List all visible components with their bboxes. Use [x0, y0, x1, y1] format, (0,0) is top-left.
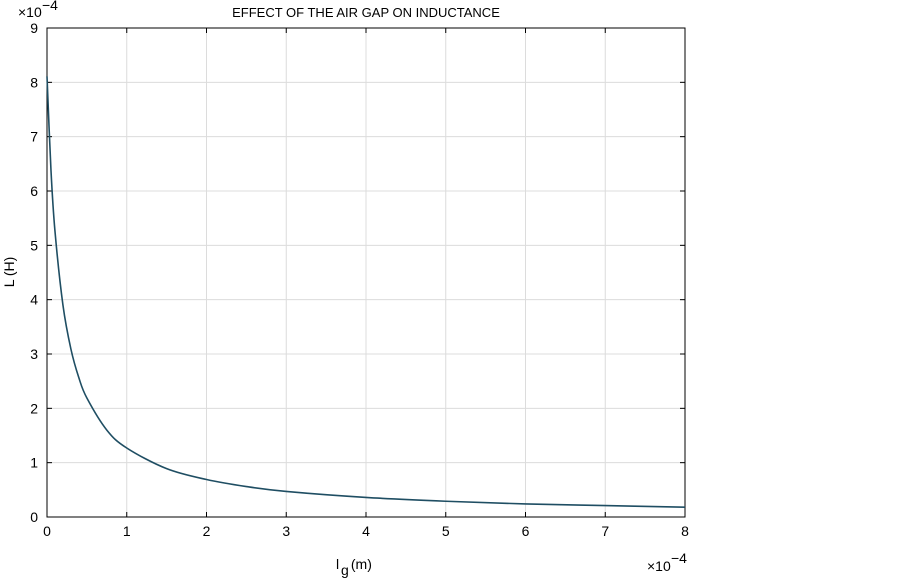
y-tick-label: 5 [30, 237, 38, 253]
y-tick-label: 4 [30, 292, 38, 308]
x-tick-label: 1 [123, 523, 131, 539]
x-tick-label: 8 [681, 523, 689, 539]
grid [46, 27, 686, 518]
x-exponent-power: −4 [671, 550, 687, 566]
y-axis-label: L (H) [1, 257, 17, 288]
y-tick-label: 2 [30, 400, 38, 416]
y-tick-label: 7 [30, 129, 38, 145]
y-tick-label: 9 [30, 20, 38, 36]
x-tick-label: 3 [282, 523, 290, 539]
x-tick-label: 0 [43, 523, 51, 539]
chart-title: EFFECT OF THE AIR GAP ON INDUCTANCE [232, 5, 500, 20]
x-tick-label: 6 [522, 523, 530, 539]
x-tick-label: 4 [362, 523, 370, 539]
y-exponent-base: ×10 [18, 4, 42, 20]
y-tick-label: 8 [30, 74, 38, 90]
x-axis-label-unit: (m) [347, 556, 372, 572]
series-line-L [46, 76, 686, 509]
x-tick-label: 5 [442, 523, 450, 539]
x-tick-label: 7 [601, 523, 609, 539]
y-tick-label: 1 [30, 455, 38, 471]
x-tick-label: 2 [203, 523, 211, 539]
x-axis-label-main: l [336, 556, 339, 572]
y-tick-label: 3 [30, 346, 38, 362]
y-tick-label: 6 [30, 183, 38, 199]
x-axis-label-sub: g [341, 562, 349, 578]
y-tick-label: 0 [30, 509, 38, 525]
y-exponent-power: −4 [42, 0, 58, 13]
ticks: 0 1 2 3 4 5 6 7 8 0 1 2 3 4 5 6 7 8 9 [30, 20, 689, 539]
x-exponent-base: ×10 [647, 558, 671, 574]
